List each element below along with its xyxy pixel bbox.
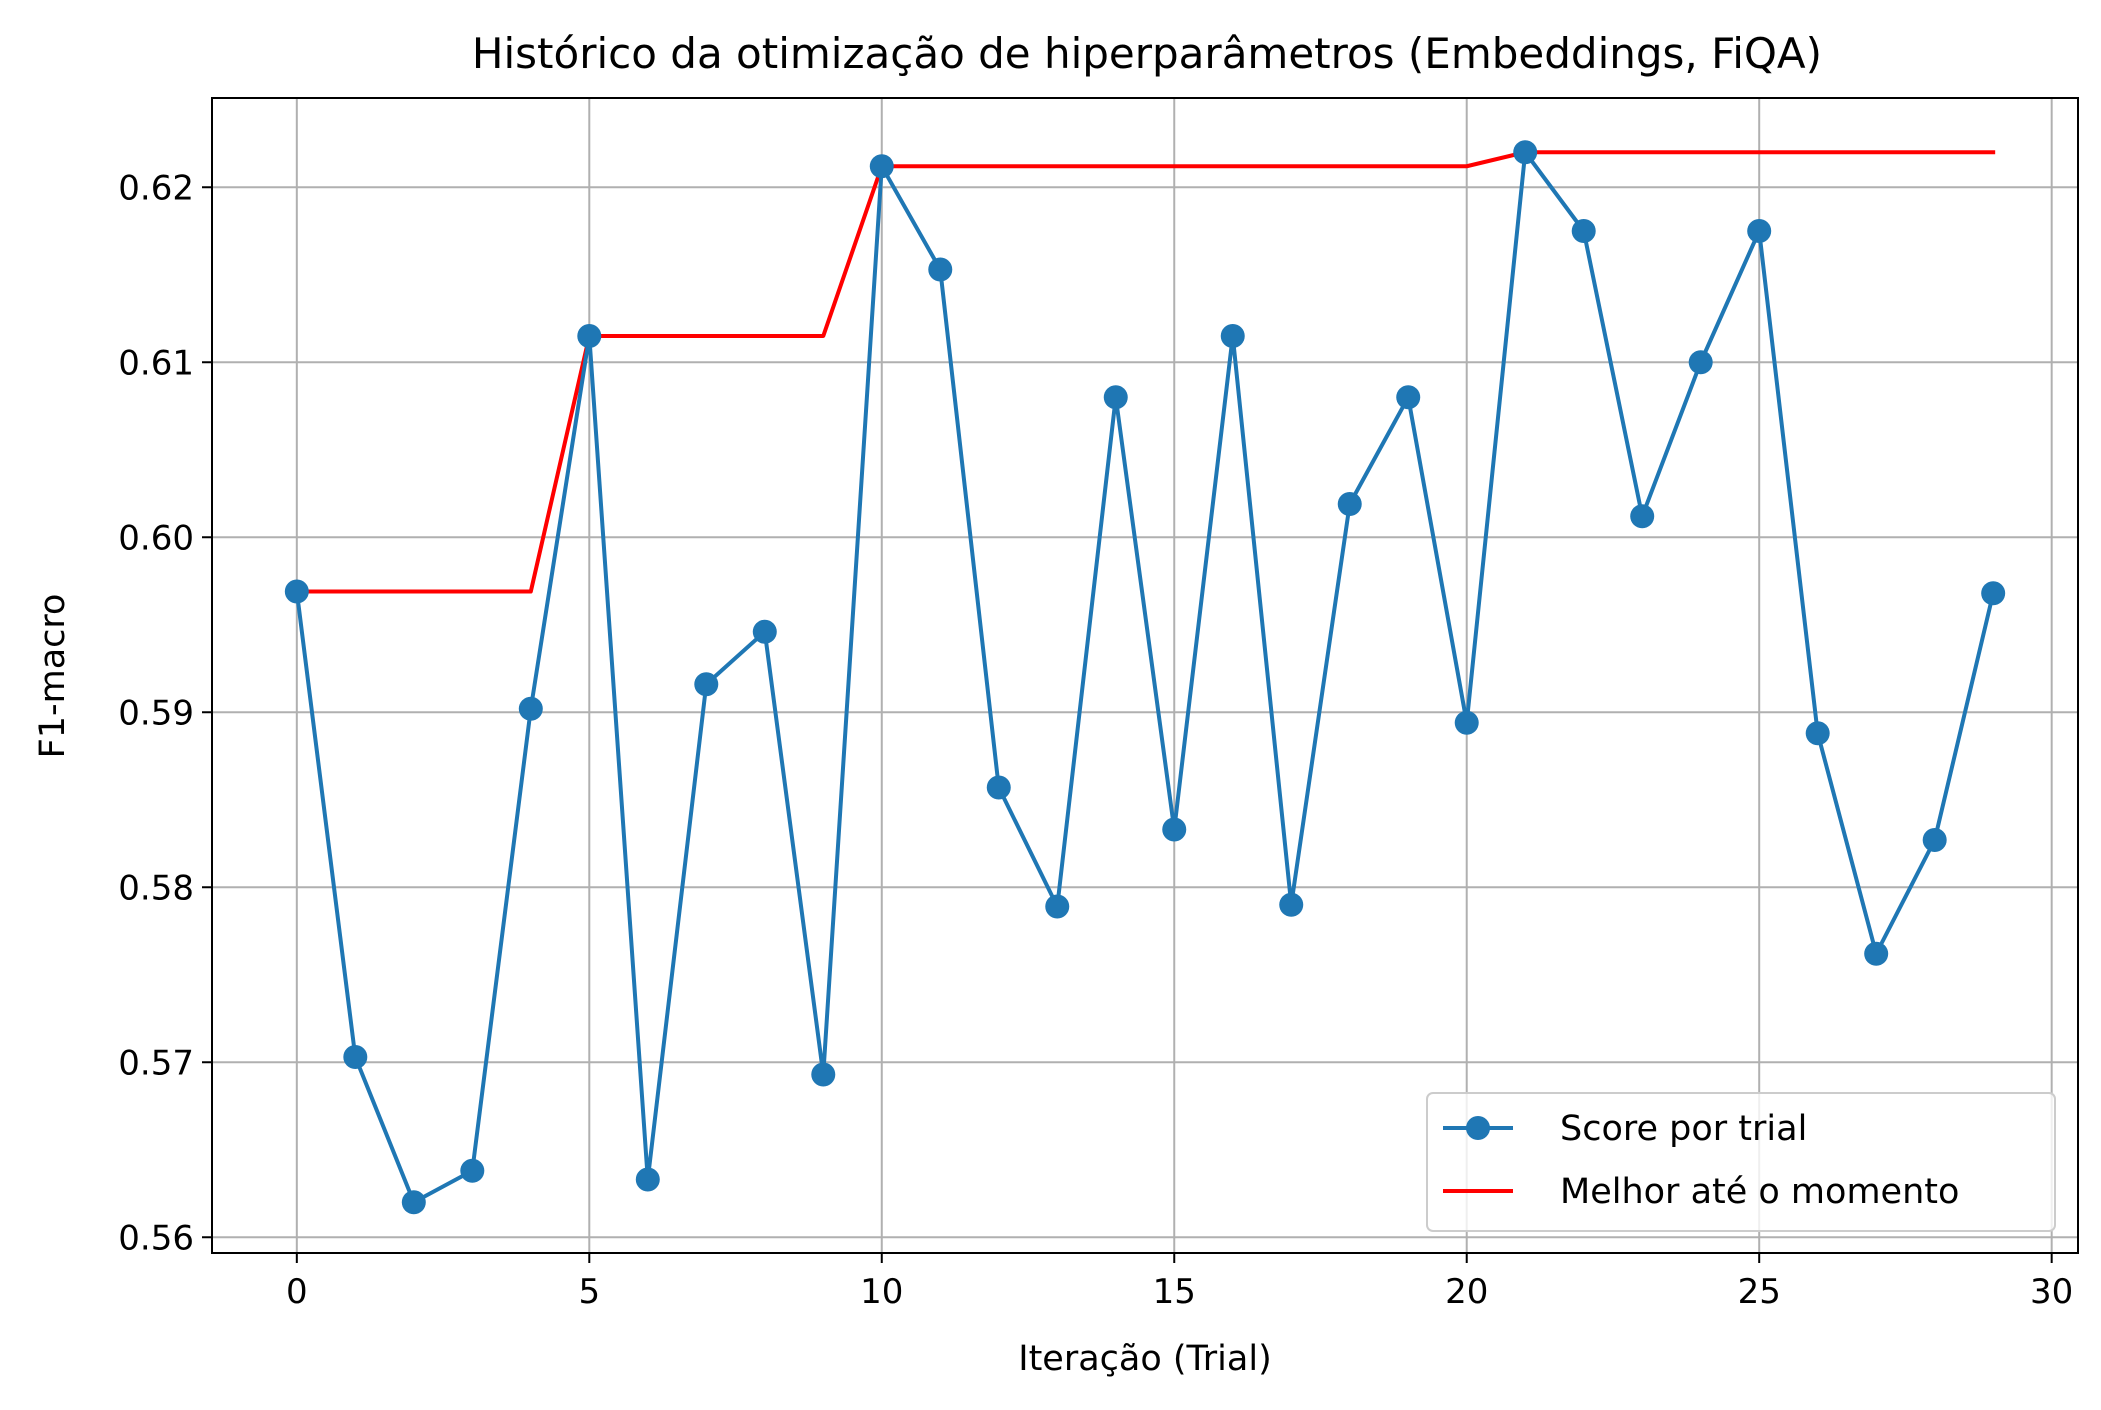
x-tick-label: 20 (1445, 1272, 1488, 1312)
y-tick-label: 0.59 (118, 693, 194, 733)
data-point-score (1805, 721, 1830, 746)
data-point-score (1922, 828, 1947, 852)
data-point-score (928, 257, 953, 282)
y-tick-label: 0.58 (118, 868, 194, 908)
data-point-score (1103, 385, 1128, 410)
y-tick-label: 0.60 (118, 518, 194, 558)
data-point-score (869, 154, 894, 179)
data-point-score (1279, 892, 1304, 917)
y-tick-label: 0.61 (118, 343, 194, 383)
data-point-score (986, 775, 1011, 800)
data-point-score (1747, 219, 1772, 243)
series-line-melhor-ate-o-momento (294, 150, 1996, 594)
data-point-score (635, 1167, 660, 1192)
plot-frame (211, 97, 2079, 1254)
grid (212, 98, 2078, 1253)
data-point-score (1045, 894, 1070, 919)
y-tick-label: 0.62 (118, 168, 194, 208)
data-point-score (694, 672, 719, 697)
data-point-score (460, 1158, 485, 1183)
data-point-score (1220, 324, 1245, 348)
x-tick-label: 30 (2030, 1272, 2073, 1312)
data-point-score (1688, 350, 1713, 375)
x-tick-label: 25 (1738, 1272, 1781, 1312)
data-point-score (518, 696, 543, 721)
data-point-score (1630, 504, 1655, 529)
data-point-score (343, 1045, 368, 1069)
series-line-score-por-trial (294, 150, 1996, 1205)
data-point-score (1162, 817, 1187, 842)
y-axis-label: F1-macro (33, 594, 73, 759)
data-point-score (577, 324, 602, 348)
legend-label-score: Score por trial (1560, 1109, 1807, 1149)
legend-label-best: Melhor até o momento (1560, 1172, 1959, 1212)
x-tick-label: 5 (578, 1272, 600, 1312)
data-point-score (1454, 710, 1479, 735)
data-point-score (1571, 219, 1596, 243)
series-layer (284, 140, 2006, 1215)
ticks: 0 5 10 15 20 25 30 0.56 0.57 0.58 0.59 0.60 0.61 0.62 (118, 168, 2073, 1312)
x-tick-label: 15 (1153, 1272, 1196, 1312)
data-point-score (1864, 941, 1889, 966)
x-axis-label: Iteração (Trial) (1018, 1339, 1271, 1379)
data-point-score (1981, 581, 2006, 606)
x-tick-label: 0 (286, 1272, 308, 1312)
y-tick-label: 0.56 (118, 1218, 194, 1258)
chart-title: Histórico da otimização de hiperparâmetr… (472, 29, 1822, 78)
data-point-score (1396, 385, 1421, 410)
legend-marker-score (1466, 1116, 1490, 1140)
data-point-score (752, 619, 777, 644)
data-point-score (284, 579, 309, 604)
legend-box (1426, 1092, 2056, 1232)
y-tick-label: 0.57 (118, 1043, 194, 1083)
data-point-score (811, 1062, 836, 1087)
x-tick-label: 10 (860, 1272, 903, 1312)
data-point-score (1513, 140, 1538, 165)
legend: Score por trial Melhor até o momento (1426, 1092, 2056, 1232)
data-point-score (1337, 492, 1362, 516)
data-point-score (401, 1190, 426, 1215)
